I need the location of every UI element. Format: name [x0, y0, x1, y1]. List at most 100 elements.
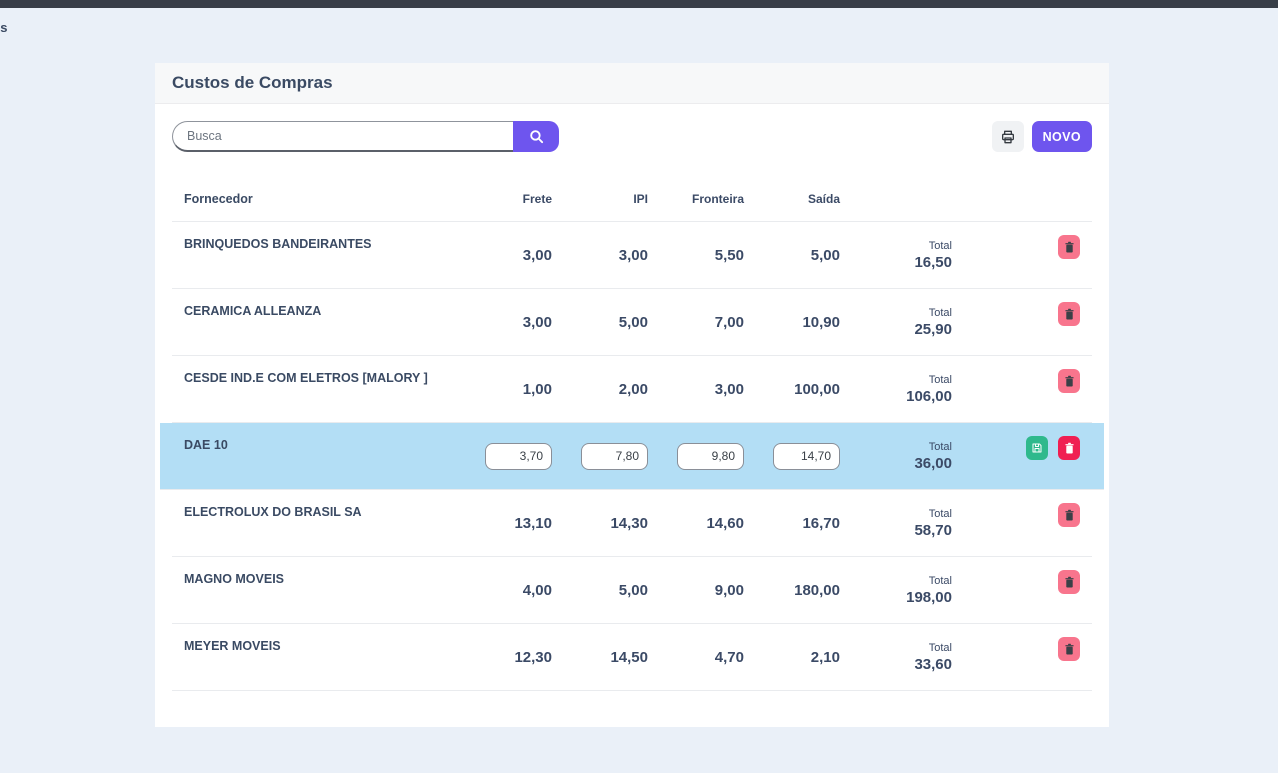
- ipi-value: 14,30: [610, 514, 648, 532]
- row-actions: [952, 557, 1080, 594]
- page-title: Custos de Compras: [172, 73, 333, 92]
- saida-value: 16,70: [802, 514, 840, 532]
- search-group: [172, 121, 559, 152]
- row-actions: [952, 222, 1080, 259]
- printer-icon: [1000, 129, 1016, 145]
- total-value: 198,00: [906, 588, 952, 606]
- ipi-value: 5,00: [618, 313, 648, 331]
- toolbar-right: NOVO: [991, 121, 1092, 152]
- fronteira-input[interactable]: [677, 442, 744, 470]
- ipi-value: 2,00: [618, 380, 648, 398]
- row-actions: [952, 356, 1080, 393]
- fronteira-value: 14,60: [706, 514, 744, 532]
- saida-value: 100,00: [794, 380, 840, 398]
- trash-icon: [1064, 442, 1075, 455]
- trash-icon: [1064, 576, 1075, 589]
- print-button[interactable]: [991, 121, 1024, 152]
- breadcrumb-partial: os: [0, 20, 8, 35]
- fronteira-value: 4,70: [714, 648, 744, 666]
- delete-button[interactable]: [1058, 235, 1080, 259]
- saida-cell: [744, 442, 840, 470]
- frete-cell: [456, 442, 552, 470]
- total-cell: Total 33,60: [840, 642, 952, 673]
- delete-button[interactable]: [1058, 436, 1080, 460]
- total-value: 36,00: [914, 454, 952, 472]
- header-frete: Frete: [522, 191, 552, 206]
- row-actions: [952, 289, 1080, 326]
- total-cell: Total 106,00: [840, 374, 952, 405]
- trash-icon: [1064, 308, 1075, 321]
- fronteira-value: 5,50: [714, 246, 744, 264]
- saida-value: 10,90: [802, 313, 840, 331]
- supplier-name: MAGNO MOVEIS: [184, 572, 285, 586]
- frete-value: 3,00: [522, 313, 552, 331]
- custos-card: Custos de Compras: [155, 63, 1109, 727]
- supplier-name: BRINQUEDOS BANDEIRANTES: [184, 237, 372, 251]
- supplier-name: DAE 10: [184, 438, 228, 452]
- header-fronteira: Fronteira: [691, 191, 744, 206]
- search-input[interactable]: [172, 121, 513, 152]
- table-row: MAGNO MOVEIS 4,00 5,00 9,00 180,00 Total…: [172, 557, 1092, 624]
- costs-table: Fornecedor Frete IPI Fronteira Saída BRI…: [160, 176, 1104, 691]
- ipi-value: 3,00: [618, 246, 648, 264]
- header-saida: Saída: [807, 191, 840, 206]
- total-cell: Total 25,90: [840, 307, 952, 338]
- table-row: CERAMICA ALLEANZA 3,00 5,00 7,00 10,90 T…: [172, 289, 1092, 356]
- saida-input[interactable]: [773, 442, 840, 470]
- frete-input[interactable]: [485, 442, 552, 470]
- top-navbar: [0, 0, 1278, 8]
- trash-icon: [1064, 643, 1075, 656]
- frete-value: 1,00: [522, 380, 552, 398]
- total-label: Total: [928, 574, 952, 587]
- table-row: MEYER MOVEIS 12,30 14,50 4,70 2,10 Total…: [172, 624, 1092, 691]
- total-label: Total: [928, 507, 952, 520]
- ipi-value: 14,50: [610, 648, 648, 666]
- fronteira-value: 9,00: [714, 581, 744, 599]
- delete-button[interactable]: [1058, 570, 1080, 594]
- total-label: Total: [928, 373, 952, 386]
- total-value: 58,70: [914, 521, 952, 539]
- total-cell: Total 36,00: [840, 441, 952, 472]
- novo-button[interactable]: NOVO: [1031, 121, 1092, 152]
- table-header-row: Fornecedor Frete IPI Fronteira Saída: [172, 176, 1092, 222]
- delete-button[interactable]: [1058, 302, 1080, 326]
- table-row: CESDE IND.E COM ELETROS [MALORY ] 1,00 2…: [172, 356, 1092, 423]
- total-cell: Total 16,50: [840, 240, 952, 271]
- supplier-name: ELECTROLUX DO BRASIL SA: [184, 505, 362, 519]
- table-row: BRINQUEDOS BANDEIRANTES 3,00 3,00 5,50 5…: [172, 222, 1092, 289]
- row-actions: [952, 490, 1080, 527]
- delete-button[interactable]: [1058, 637, 1080, 661]
- saida-value: 2,10: [810, 648, 840, 666]
- total-cell: Total 58,70: [840, 508, 952, 539]
- ipi-input[interactable]: [581, 442, 648, 470]
- card-header: Custos de Compras: [155, 63, 1109, 104]
- fronteira-value: 3,00: [714, 380, 744, 398]
- total-value: 33,60: [914, 655, 952, 673]
- delete-button[interactable]: [1058, 503, 1080, 527]
- ipi-value: 5,00: [618, 581, 648, 599]
- frete-value: 3,00: [522, 246, 552, 264]
- supplier-name: CERAMICA ALLEANZA: [184, 304, 322, 318]
- fronteira-value: 7,00: [714, 313, 744, 331]
- row-actions: [952, 423, 1080, 460]
- frete-value: 4,00: [522, 581, 552, 599]
- trash-icon: [1064, 509, 1075, 522]
- delete-button[interactable]: [1058, 369, 1080, 393]
- trash-icon: [1064, 375, 1075, 388]
- frete-value: 13,10: [514, 514, 552, 532]
- ipi-cell: [552, 442, 648, 470]
- save-icon: [1031, 442, 1043, 454]
- header-actions-spacer: [952, 176, 1080, 189]
- save-button[interactable]: [1026, 436, 1048, 460]
- saida-value: 5,00: [810, 246, 840, 264]
- total-value: 16,50: [914, 253, 952, 271]
- total-label: Total: [928, 440, 952, 453]
- header-ipi: IPI: [633, 191, 648, 206]
- search-button[interactable]: [513, 121, 559, 152]
- total-label: Total: [928, 641, 952, 654]
- saida-value: 180,00: [794, 581, 840, 599]
- total-value: 25,90: [914, 320, 952, 338]
- fronteira-cell: [648, 442, 744, 470]
- trash-icon: [1064, 241, 1075, 254]
